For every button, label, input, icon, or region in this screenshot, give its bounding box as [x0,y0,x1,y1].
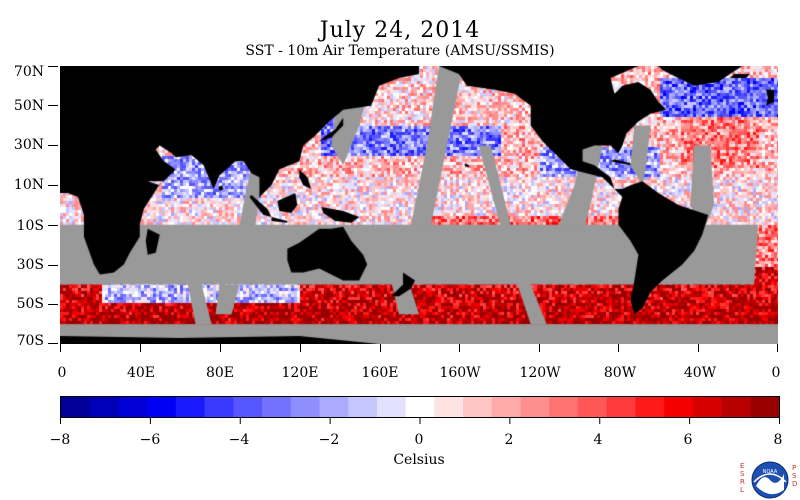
colorbar-swatch [549,397,579,417]
colorbar-tick-2: 2 [504,432,514,448]
colorbar-tick-6: 6 [683,432,693,448]
colorbar-swatch [577,397,608,417]
colorbar-swatch [233,397,263,417]
colorbar-tick--6: −6 [139,432,161,448]
colorbar-tick--2: −2 [318,432,340,448]
colorbar-swatch [434,397,464,417]
colorbar-swatch [262,397,292,417]
colorbar-swatch [635,397,665,417]
psd-letters: PSD [792,464,798,488]
colorbar-swatch [520,397,550,417]
lon-label-80w: 80W [603,365,637,381]
colorbar-swatch [319,397,349,417]
lat-label-50n: 50N [13,98,44,114]
lon-label-160w: 160W [439,365,481,381]
lon-label-0: 0 [57,365,67,381]
lat-label-70n: 70N [13,64,44,80]
lon-label-80e: 80E [205,365,235,381]
colorbar-swatch [61,397,91,417]
colorbar-swatch [463,397,493,417]
colorbar-swatch [405,397,435,417]
noaa-seal-icon: NOAA [751,461,789,499]
colorbar-swatch [750,397,780,417]
colorbar-swatch [118,397,148,417]
map-subtitle: SST - 10m Air Temperature (AMSU/SSMIS) [245,43,555,59]
colorbar-tick-4: 4 [593,432,603,448]
colorbar-swatch [491,397,522,417]
colorbar-unit-label: Celsius [393,452,445,468]
colorbar-swatch [204,397,234,417]
lat-label-10s: 10S [16,218,44,234]
colorbar-swatch [348,397,378,417]
colorbar-tick--8: −8 [49,432,71,448]
colorbar-swatch [721,397,751,417]
colorbar-swatch [290,397,321,417]
colorbar-tick-0: 0 [414,432,424,448]
lat-label-30s: 30S [16,257,44,273]
lat-label-10n: 10N [13,177,44,193]
colorbar-swatch [606,397,636,417]
colorbar-tick--4: −4 [228,432,250,448]
lat-label-70s: 70S [16,333,44,349]
colorbar [60,396,780,424]
colorbar-swatch [89,397,120,417]
esrl-letters: ESRL [740,462,745,494]
noaa-logo: ESRL NOAA PSD [740,460,800,500]
svg-text:NOAA: NOAA [763,469,778,475]
lat-label-50s: 50S [16,296,44,312]
lon-label-0-east: 0 [771,365,781,381]
sst-anomaly-map [60,66,778,344]
lat-label-30n: 30N [13,137,44,153]
lon-label-120w: 120W [519,365,561,381]
lon-label-160e: 160E [361,365,399,381]
lon-label-40w: 40W [683,365,717,381]
map-title: July 24, 2014 [319,18,481,43]
colorbar-swatch [664,397,694,417]
colorbar-swatch [376,397,407,417]
colorbar-swatch [147,397,177,417]
colorbar-swatch [175,397,206,417]
lon-label-40e: 40E [126,365,156,381]
colorbar-swatch [692,397,723,417]
lon-label-120e: 120E [281,365,319,381]
colorbar-tick-8: 8 [773,432,783,448]
